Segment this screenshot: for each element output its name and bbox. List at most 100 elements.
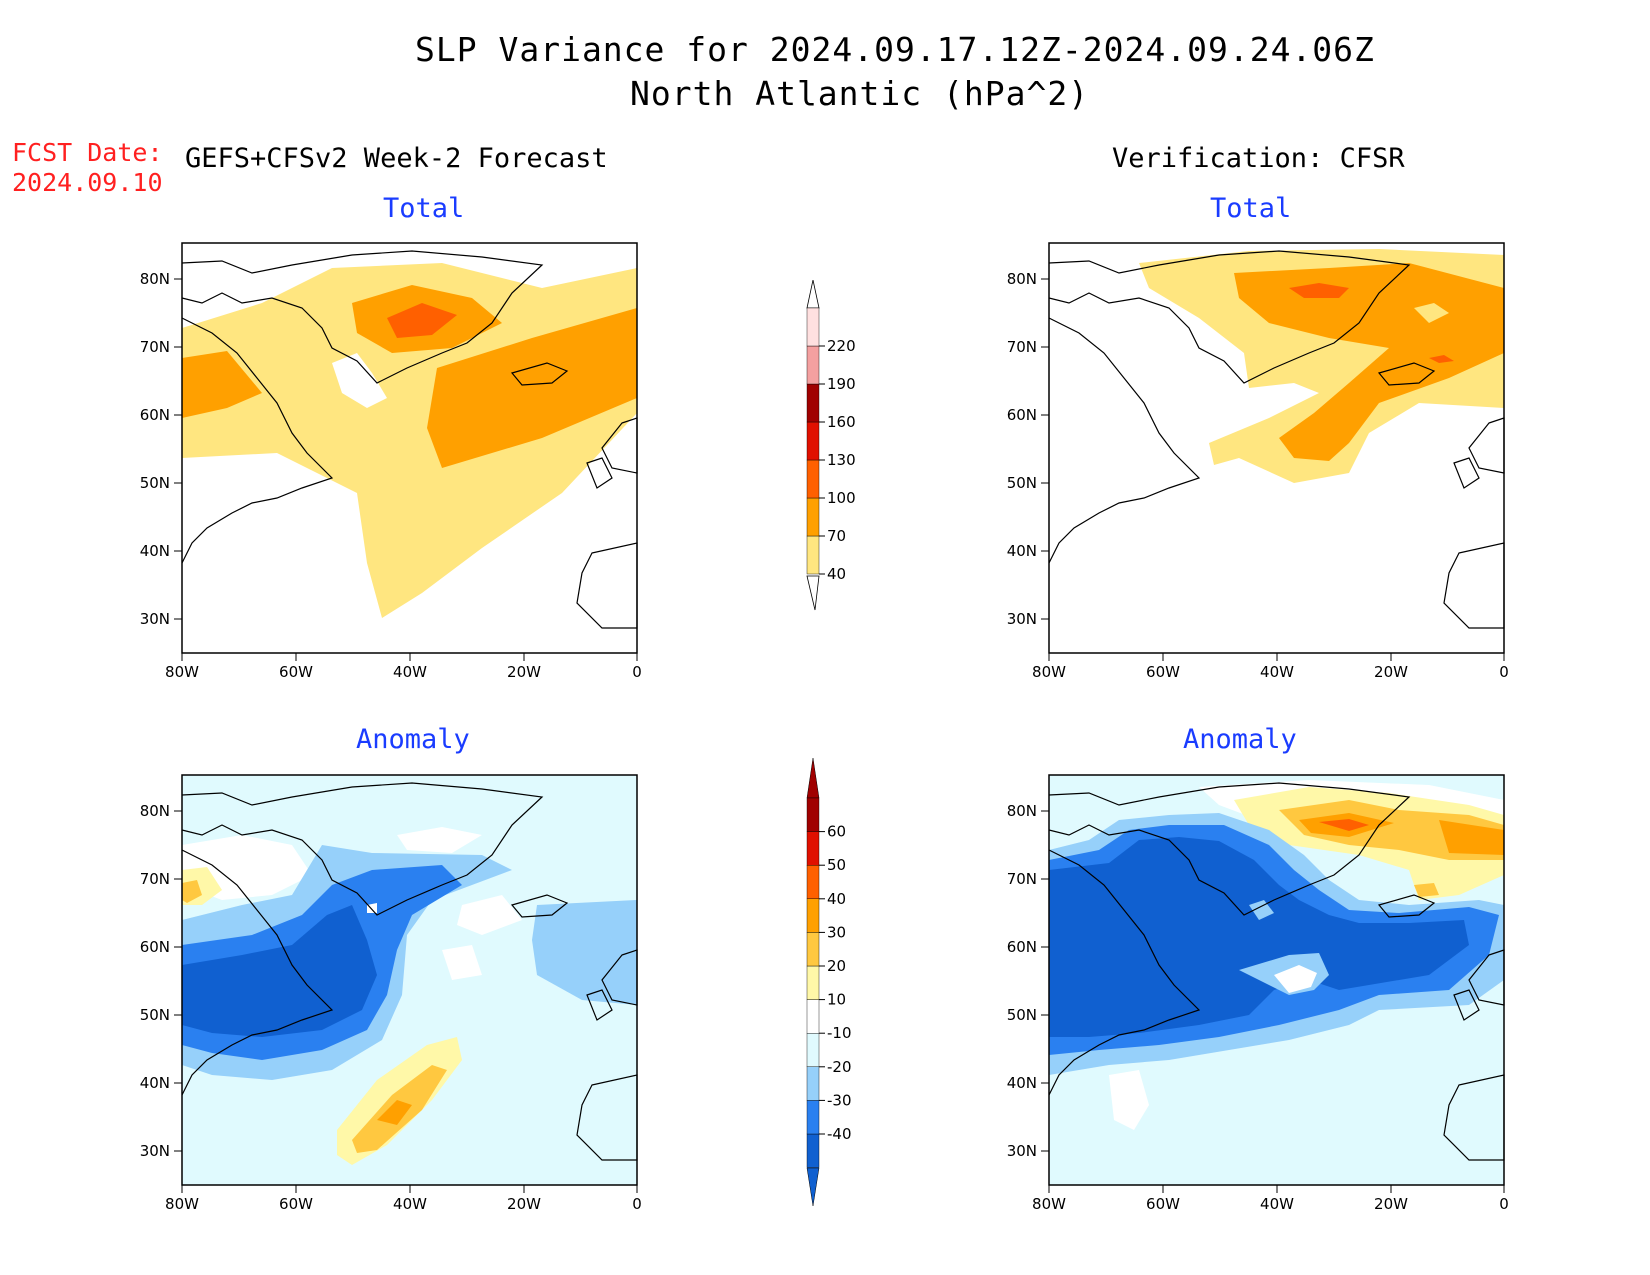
anomaly-colorbar-swatch (806, 797, 820, 832)
lon-tick-label: 20W (1374, 663, 1408, 681)
anomaly-colorbar-lower-tip (806, 1167, 820, 1207)
total-colorbar-label: 100 (827, 489, 856, 507)
anomaly-colorbar-swatch (806, 1100, 820, 1135)
lat-ticks: 80N 70N 60N 50N 40N 30N (1007, 802, 1049, 1160)
fcst-date-value: 2024.09.10 (12, 168, 163, 197)
lon-tick-label: 60W (279, 663, 313, 681)
anomaly-colorbar-swatch (806, 1133, 820, 1168)
lon-tick-label: 0 (1499, 1195, 1509, 1213)
anomaly-colorbar-upper-tip (806, 758, 820, 799)
forecast-anomaly-title: Anomaly (356, 724, 470, 755)
variance-fill (1139, 249, 1504, 483)
forecast-total-map: 80N 70N 60N 50N 40N 30N 80W 60W 40W 20W … (140, 242, 642, 681)
variance-fill (182, 263, 637, 618)
total-colorbar-upper-tip (806, 280, 820, 309)
lat-tick-label: 80N (1007, 802, 1037, 820)
lat-tick-label: 70N (1007, 870, 1037, 888)
lon-tick-label: 20W (507, 1195, 541, 1213)
total-colorbar-swatch (806, 497, 820, 537)
anomaly-colorbar-label: -30 (827, 1091, 852, 1109)
anomaly-colorbar-labels: -40 -30 -20 -10 10 20 30 40 50 60 (819, 823, 852, 1143)
lon-tick-label: 80W (1032, 1195, 1066, 1213)
contour-low (1414, 303, 1449, 323)
lat-tick-label: 60N (1007, 406, 1037, 424)
anomaly-colorbar-swatch (806, 965, 820, 1000)
total-colorbar-swatch (806, 459, 820, 499)
lat-ticks: 80N 70N 60N 50N 40N 30N (1007, 270, 1049, 628)
total-colorbar-label: 190 (827, 375, 856, 393)
total-colorbar-label: 70 (827, 527, 846, 545)
anomaly-colorbar-label: 30 (827, 923, 846, 941)
total-colorbar-swatch (806, 383, 820, 423)
lat-tick-label: 30N (1007, 1142, 1037, 1160)
total-colorbar-labels: 40 70 100 130 160 190 220 (819, 337, 856, 583)
contour-n40 (182, 905, 377, 1037)
anomaly-colorbar-label: 50 (827, 856, 846, 874)
anomaly-colorbar: -40 -30 -20 -10 10 20 30 40 50 60 (806, 758, 852, 1207)
verif-anomaly-title: Anomaly (1183, 724, 1297, 755)
total-colorbar-label: 160 (827, 413, 856, 431)
anomaly-colorbar-label: -20 (827, 1058, 852, 1076)
contour-neutral (367, 903, 377, 913)
lat-tick-label: 70N (140, 338, 170, 356)
anomaly-colorbar-label: -10 (827, 1024, 852, 1042)
lon-tick-label: 0 (632, 1195, 642, 1213)
lon-tick-label: 80W (165, 663, 199, 681)
lon-tick-label: 80W (165, 1195, 199, 1213)
contour-70 (182, 351, 262, 418)
lon-tick-label: 40W (393, 663, 427, 681)
lon-tick-label: 20W (507, 663, 541, 681)
total-colorbar: 40 70 100 130 160 190 220 (806, 280, 856, 611)
lat-tick-label: 40N (140, 542, 170, 560)
verif-total-map: 80N 70N 60N 50N 40N 30N 80W 60W 40W 20W … (1007, 242, 1509, 681)
contour-neutral (1109, 1070, 1149, 1130)
forecast-header: GEFS+CFSv2 Week-2 Forecast (185, 143, 608, 174)
lat-ticks: 80N 70N 60N 50N 40N 30N (140, 802, 182, 1160)
anomaly-colorbar-body: -40 -30 -20 -10 10 20 30 40 50 60 (806, 758, 852, 1207)
lat-tick-label: 60N (140, 406, 170, 424)
lon-ticks: 80W 60W 40W 20W 0 (165, 653, 642, 681)
anomaly-colorbar-label: 60 (827, 823, 846, 841)
contour-70 (427, 308, 637, 468)
coastlines (181, 250, 638, 629)
contour-p30 (1439, 820, 1504, 855)
lat-tick-label: 30N (140, 1142, 170, 1160)
lat-tick-label: 30N (140, 610, 170, 628)
contour-p20 (1414, 883, 1439, 897)
lat-tick-label: 80N (1007, 270, 1037, 288)
total-colorbar-label: 40 (827, 565, 846, 583)
lat-tick-label: 40N (140, 1074, 170, 1092)
anomaly-colorbar-swatch (806, 864, 820, 899)
total-colorbar-swatch (806, 345, 820, 385)
total-colorbar-lower-tip (806, 575, 820, 611)
verif-anomaly-map: 80N 70N 60N 50N 40N 30N 80W 60W 40W 20W … (1007, 774, 1509, 1213)
lat-tick-label: 40N (1007, 1074, 1037, 1092)
verif-total-title: Total (1210, 193, 1292, 224)
lat-tick-label: 50N (140, 1006, 170, 1024)
anomaly-colorbar-label: 20 (827, 957, 846, 975)
lat-tick-label: 70N (140, 870, 170, 888)
lon-tick-label: 60W (1146, 663, 1180, 681)
contour-n40 (1049, 837, 1469, 1037)
contour-100 (1289, 283, 1349, 298)
contour-neutral (1274, 965, 1317, 993)
anomaly-colorbar-swatch (806, 999, 820, 1034)
lat-tick-label: 70N (1007, 338, 1037, 356)
contour-100 (387, 303, 457, 338)
anomaly-fill (182, 827, 637, 1165)
lat-ticks: 80N 70N 60N 50N 40N 30N (140, 270, 182, 628)
contour-n20 (1249, 900, 1274, 920)
lat-tick-label: 50N (1007, 474, 1037, 492)
forecast-total-title: Total (383, 193, 465, 224)
lon-ticks: 80W 60W 40W 20W 0 (165, 1185, 642, 1213)
lat-tick-label: 40N (1007, 542, 1037, 560)
total-colorbar-swatches (806, 307, 820, 575)
total-colorbar-body: 40 70 100 130 160 190 220 (806, 280, 856, 611)
total-colorbar-label: 220 (827, 337, 856, 355)
verification-header: Verification: CFSR (1112, 143, 1405, 174)
lon-tick-label: 20W (1374, 1195, 1408, 1213)
lat-tick-label: 50N (1007, 1006, 1037, 1024)
lat-tick-label: 60N (140, 938, 170, 956)
lon-tick-label: 40W (393, 1195, 427, 1213)
figure-subtitle: North Atlantic (hPa^2) (630, 74, 1090, 113)
